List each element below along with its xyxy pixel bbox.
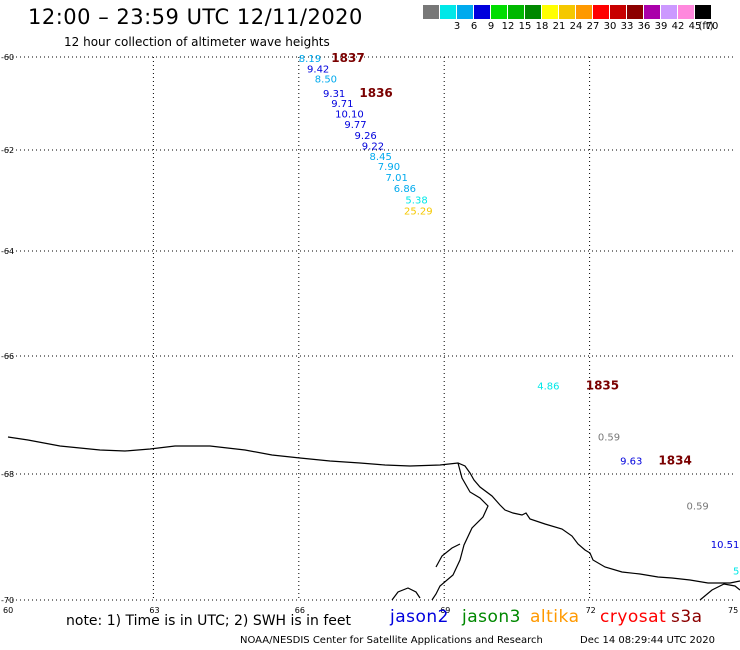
legend-tick-label: 33	[620, 21, 634, 32]
orbit-pass-labels: 1837 1836 1835 1834	[331, 51, 692, 467]
orbit-pass-label: 1837	[331, 51, 364, 65]
satellite-legend-item: altika	[530, 607, 580, 627]
satellite-legend-item: jason2	[390, 607, 449, 627]
legend-swatch	[661, 5, 678, 19]
wave-height-value: 10.10	[335, 109, 364, 120]
wave-height-value: 6.86	[394, 184, 416, 195]
legend-swatch	[457, 5, 474, 19]
orbit-pass-label: 1836	[359, 86, 392, 100]
wave-height-value: 4.86	[537, 382, 559, 393]
latitude-label: -66	[1, 352, 14, 361]
latitude-label: -64	[1, 247, 14, 256]
legend-tick-label: 42	[671, 21, 685, 32]
latitude-label: -70	[1, 596, 14, 605]
legend-swatch	[695, 5, 712, 19]
legend-swatch	[678, 5, 695, 19]
wave-height-value: 9.26	[355, 131, 377, 142]
legend-swatch	[491, 5, 508, 19]
coastline-inlet-path	[431, 462, 489, 601]
coastline-bay-path	[435, 543, 461, 568]
legend-swatch	[525, 5, 542, 19]
legend-tick-label: 36	[637, 21, 651, 32]
orbit-pass-label: 1835	[586, 379, 619, 393]
wave-height-value: 9.42	[307, 64, 329, 75]
wave-height-value: 9.22	[362, 142, 384, 153]
latitude-label: -68	[1, 470, 14, 479]
longitude-label: 69	[440, 606, 450, 615]
wave-height-value: 7.01	[386, 173, 408, 184]
legend-swatch	[440, 5, 457, 19]
legend-tick-label: 12	[501, 21, 515, 32]
legend-swatch	[423, 5, 440, 19]
satellite-legend-item: cryosat	[600, 607, 667, 627]
units-note: note: 1) Time is in UTC; 2) SWH is in fe…	[66, 613, 352, 629]
wave-height-value: 25.29	[404, 207, 433, 218]
longitude-label: 75	[728, 606, 738, 615]
longitude-label: 72	[586, 606, 596, 615]
latitude-label: -60	[1, 53, 14, 62]
wave-height-value: 5	[733, 567, 739, 578]
longitude-label: 60	[3, 606, 13, 615]
wave-height-value: 7.90	[378, 162, 400, 173]
legend-tick-label: 39	[654, 21, 668, 32]
longitude-label: 66	[295, 606, 305, 615]
map-title: 12:00 – 23:59 UTC 12/11/2020	[28, 5, 363, 29]
legend-tick-label: 18	[535, 21, 549, 32]
orbit-pass-label: 1834	[658, 453, 691, 467]
legend-tick-label: 45	[688, 21, 702, 32]
wave-height-value: 0.59	[598, 433, 620, 444]
wave-height-value: 9.71	[331, 99, 353, 110]
legend-tick-label: 15	[518, 21, 532, 32]
legend-tick-label: 27	[586, 21, 600, 32]
coastline-shelf-path	[699, 583, 740, 601]
legend-swatch	[474, 5, 491, 19]
satellite-legend-item: s3a	[671, 607, 703, 627]
wave-height-value: 9.63	[620, 456, 642, 467]
wave-height-value: 9.31	[323, 89, 345, 100]
wave-height-value: 9.77	[344, 120, 366, 131]
map-subtitle: 12 hour collection of altimeter wave hei…	[64, 35, 330, 49]
wave-height-value: 5.38	[405, 195, 427, 206]
wave-height-value: 8.50	[315, 75, 337, 86]
legend-swatch	[576, 5, 593, 19]
legend-tick-label: 30	[603, 21, 617, 32]
credit-text: NOAA/NESDIS Center for Satellite Applica…	[240, 635, 543, 646]
legend-tick-label: 70	[705, 21, 719, 32]
wave-height-value: 8.45	[370, 152, 392, 163]
timestamp-text: Dec 14 08:29:44 UTC 2020	[580, 635, 715, 646]
legend-swatch	[627, 5, 644, 19]
legend-tick-label: 6	[470, 21, 478, 32]
legend-swatch	[508, 5, 525, 19]
legend-tick-label: 24	[569, 21, 583, 32]
wave-height-observations: 8.199.428.50 9.319.7110.109.779.269.228.4…	[299, 54, 740, 578]
legend-tick-label: 21	[552, 21, 566, 32]
legend-swatch	[610, 5, 627, 19]
legend-swatch	[593, 5, 610, 19]
coastline-edge-path	[391, 587, 421, 601]
coastline-path	[7, 436, 740, 584]
legend-unit: (ft)	[698, 21, 714, 32]
wave-height-value: 10.51	[711, 540, 740, 551]
legend-tick-label: 9	[487, 21, 495, 32]
legend-tick-label: 3	[453, 21, 461, 32]
coastline	[7, 436, 740, 601]
longitude-label: 63	[149, 606, 159, 615]
satellite-legend-item: jason3	[462, 607, 521, 627]
legend-swatch	[559, 5, 576, 19]
wave-height-value: 0.59	[687, 502, 709, 513]
latitude-label: -62	[1, 146, 14, 155]
legend-swatch	[542, 5, 559, 19]
wave-height-value: 8.19	[299, 54, 321, 65]
legend-swatch	[644, 5, 661, 19]
